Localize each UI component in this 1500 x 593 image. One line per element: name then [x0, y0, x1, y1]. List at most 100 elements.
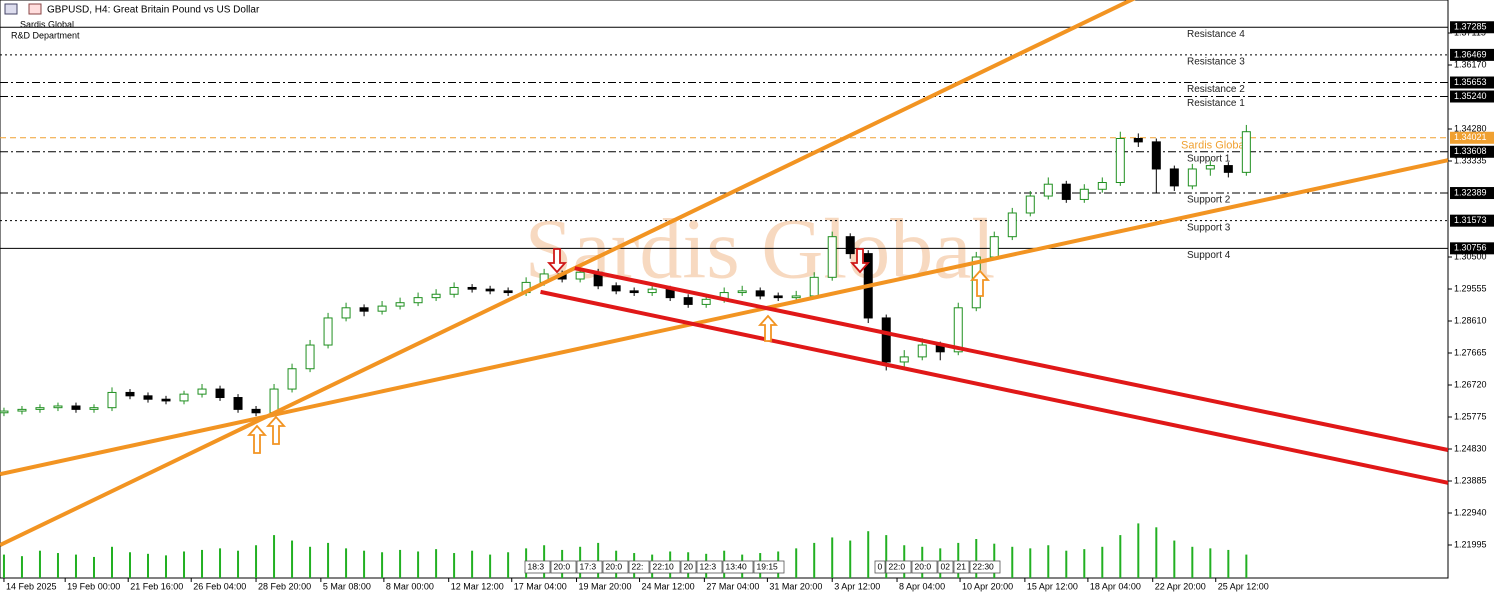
candle-body	[359, 307, 369, 312]
candle-body	[881, 317, 891, 363]
candle-body	[143, 395, 153, 400]
candle-body	[989, 236, 999, 258]
session-box	[953, 560, 970, 574]
session-box	[753, 560, 785, 574]
candle-body	[35, 407, 45, 410]
x-tick-label: 31 Mar 20:00	[769, 581, 822, 591]
session-box	[649, 560, 681, 574]
y-tick-label: 1.33335	[1454, 155, 1487, 165]
y-tick-label: 1.21995	[1454, 539, 1487, 549]
session-box	[628, 560, 650, 574]
icon	[4, 3, 18, 15]
price-tag-label: 1.31573	[1454, 215, 1487, 225]
candle-body	[791, 295, 801, 299]
candle-body	[17, 408, 27, 412]
session-box	[602, 560, 629, 574]
candle-body	[215, 388, 225, 399]
candle-body	[305, 344, 315, 370]
x-tick-label: 3 Apr 12:00	[834, 581, 880, 591]
price-tag	[1450, 21, 1494, 34]
price-tag-label: 1.34021	[1454, 132, 1487, 142]
candle-body	[683, 297, 693, 305]
session-label: 0	[878, 561, 883, 571]
candle-body	[467, 286, 477, 290]
trendline	[0, 158, 1449, 477]
candle-body	[1151, 141, 1161, 170]
y-tick-label: 1.36170	[1454, 59, 1487, 69]
candle-body	[53, 405, 63, 409]
price-tag-label: 1.33608	[1454, 146, 1487, 156]
x-tick-label: 14 Feb 2025	[6, 581, 57, 591]
level-name: Support 1	[1187, 153, 1231, 164]
price-tag	[1450, 214, 1494, 227]
candle-body	[269, 388, 279, 414]
buy-arrow	[246, 424, 268, 454]
level-name: Resistance 2	[1187, 84, 1245, 95]
candle-body	[755, 290, 765, 297]
level-name: Resistance 1	[1187, 98, 1245, 109]
candle-body	[413, 297, 423, 304]
candle-body	[1241, 131, 1251, 173]
candle-body	[485, 288, 495, 292]
candle-body	[809, 276, 819, 297]
x-tick-label: 26 Feb 04:00	[193, 581, 246, 591]
level-name: Resistance 3	[1187, 57, 1245, 68]
session-box	[885, 560, 912, 574]
session-label: 18:3	[528, 561, 545, 571]
candle-body	[107, 391, 117, 409]
session-box	[680, 560, 697, 574]
candle-body	[161, 398, 171, 402]
sell-arrow	[546, 248, 568, 274]
session-label: 20:0	[554, 561, 571, 571]
candle-body	[125, 391, 135, 397]
session-label: 20:0	[606, 561, 623, 571]
subtitle: R&D Department	[11, 30, 80, 40]
y-tick-label: 1.25775	[1454, 411, 1487, 421]
x-tick-label: 24 Mar 12:00	[642, 581, 695, 591]
candle-body	[1097, 182, 1107, 190]
session-box	[576, 560, 603, 574]
candle-body	[1115, 137, 1125, 184]
session-label: 13:40	[726, 561, 748, 571]
session-box	[696, 560, 723, 574]
candle-body	[701, 298, 711, 305]
price-tag-label: 1.30756	[1454, 243, 1487, 253]
price-tag	[1450, 90, 1494, 103]
x-tick-label: 17 Mar 04:00	[514, 581, 567, 591]
candle-body	[1223, 165, 1233, 173]
candle-body	[71, 405, 81, 410]
candle-body	[1133, 137, 1143, 143]
x-tick-label: 10 Apr 20:00	[962, 581, 1013, 591]
price-tag	[1450, 145, 1494, 158]
x-tick-label: 8 Mar 00:00	[386, 581, 434, 591]
buy-arrow	[265, 415, 287, 445]
x-tick-label: 21 Feb 16:00	[130, 581, 183, 591]
candle-body	[899, 356, 909, 363]
candle-body	[449, 286, 459, 295]
x-tick-label: 25 Apr 12:00	[1218, 581, 1269, 591]
current-price-name: Sardis Global	[1181, 140, 1247, 152]
level-name: Support 4	[1187, 250, 1231, 261]
session-box	[911, 560, 938, 574]
candle-body	[287, 368, 297, 390]
candle-body	[737, 290, 747, 294]
session-label: 17:3	[580, 561, 597, 571]
price-tag	[1450, 242, 1494, 255]
candle-body	[395, 302, 405, 307]
candle-body	[1079, 188, 1089, 200]
price-tag-label: 1.37285	[1454, 22, 1487, 32]
window-icons	[4, 3, 42, 15]
y-tick-label: 1.30500	[1454, 251, 1487, 261]
level-name: Resistance 4	[1187, 29, 1245, 40]
candle-body	[179, 393, 189, 402]
candle-body	[0, 410, 9, 414]
session-box	[524, 560, 551, 574]
candle-body	[377, 305, 387, 312]
candle-body	[503, 290, 513, 294]
candle-body	[341, 307, 351, 319]
session-label: 19:15	[757, 561, 779, 571]
y-tick-label: 1.29555	[1454, 283, 1487, 293]
session-label: 02	[941, 561, 951, 571]
candle-body	[251, 408, 261, 414]
